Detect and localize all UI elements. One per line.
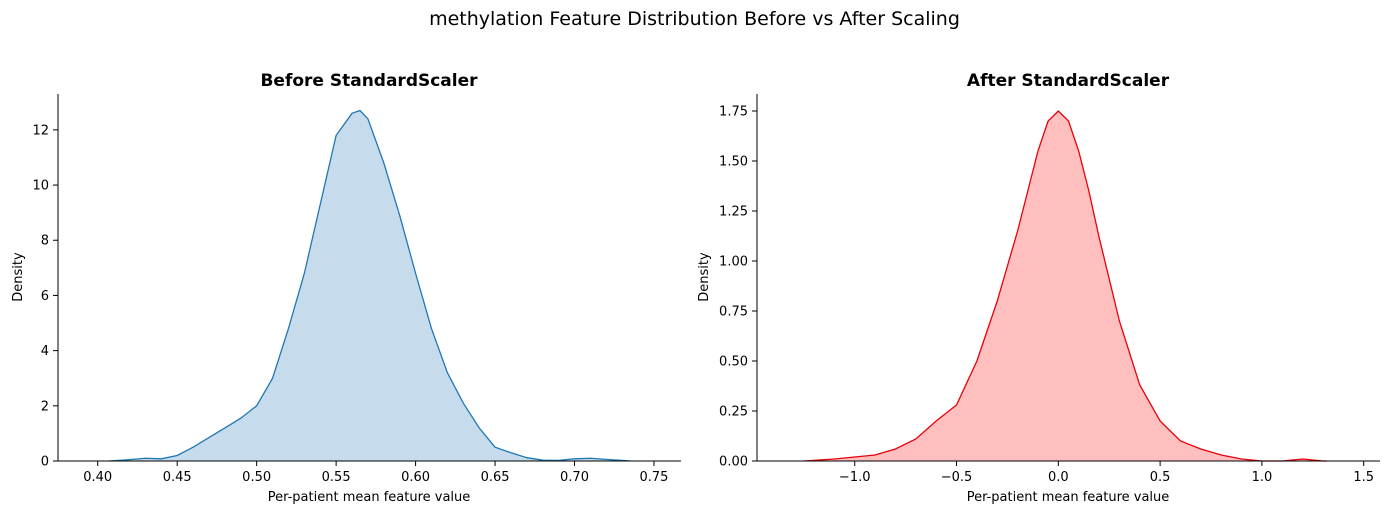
y-tick-label-before: 4 — [41, 344, 49, 359]
y-tick-label-before: 0 — [41, 455, 49, 470]
x-tick-label-before: 0.45 — [163, 470, 192, 485]
y-axis-label-after: Density — [697, 252, 712, 302]
figure-suptitle: methylation Feature Distribution Before … — [429, 8, 960, 30]
y-tick-label-after: 0.25 — [719, 405, 748, 420]
x-tick-label-before: 0.75 — [640, 470, 669, 485]
density-area-before — [108, 110, 631, 461]
y-tick-label-before: 2 — [41, 399, 49, 414]
x-tick-label-after: 1.0 — [1252, 470, 1273, 485]
density-line-before — [108, 109, 631, 462]
x-tick-label-after: −1.0 — [839, 470, 871, 485]
y-tick-label-before: 10 — [32, 179, 49, 194]
x-tick-label-before: 0.50 — [242, 470, 271, 485]
y-tick-label-after: 1.00 — [719, 255, 748, 270]
y-tick-label-after: 1.50 — [719, 155, 748, 170]
y-tick-label-after: 1.75 — [719, 105, 748, 120]
y-tick-label-after: 1.25 — [719, 205, 748, 220]
y-tick-label-before: 8 — [41, 234, 49, 249]
density-line-after — [803, 110, 1328, 462]
x-tick-label-before: 0.40 — [83, 470, 112, 485]
density-area-after — [803, 111, 1328, 461]
y-tick-label-after: 0.50 — [719, 355, 748, 370]
y-axis-label-before: Density — [11, 252, 26, 302]
panel-before-scaling: Before StandardScaler Per-patient mean f… — [11, 71, 681, 505]
x-axis-label-before: Per-patient mean feature value — [268, 490, 471, 505]
panel-after-scaling: After StandardScaler Per-patient mean fe… — [697, 71, 1380, 505]
y-tick-label-before: 12 — [32, 123, 49, 138]
x-tick-label-before: 0.55 — [322, 470, 351, 485]
x-tick-label-before: 0.65 — [481, 470, 510, 485]
x-tick-label-after: 0.0 — [1048, 470, 1069, 485]
x-tick-label-after: −0.5 — [941, 470, 973, 485]
y-tick-label-after: 0.75 — [719, 305, 748, 320]
x-tick-label-before: 0.70 — [560, 470, 589, 485]
panel-title-after: After StandardScaler — [967, 71, 1170, 91]
x-axis-label-after: Per-patient mean feature value — [967, 490, 1170, 505]
panel-title-before: Before StandardScaler — [260, 71, 478, 91]
x-tick-label-before: 0.60 — [401, 470, 430, 485]
x-tick-label-after: 0.5 — [1150, 470, 1171, 485]
x-tick-label-after: 1.5 — [1353, 470, 1374, 485]
y-tick-label-before: 6 — [41, 289, 49, 304]
y-tick-label-after: 0.00 — [719, 455, 748, 470]
